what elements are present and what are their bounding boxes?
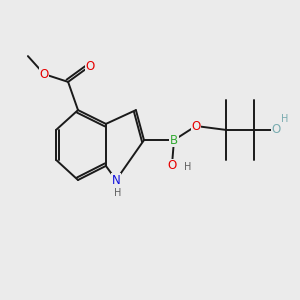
Text: O: O	[40, 68, 49, 81]
Text: O: O	[191, 119, 200, 133]
Text: H: H	[184, 162, 191, 172]
Text: H: H	[281, 114, 288, 124]
Text: O: O	[272, 123, 280, 136]
Text: O: O	[167, 159, 176, 172]
Text: H: H	[114, 188, 121, 198]
Text: B: B	[170, 134, 178, 147]
Text: N: N	[112, 173, 121, 187]
Text: O: O	[85, 59, 94, 73]
